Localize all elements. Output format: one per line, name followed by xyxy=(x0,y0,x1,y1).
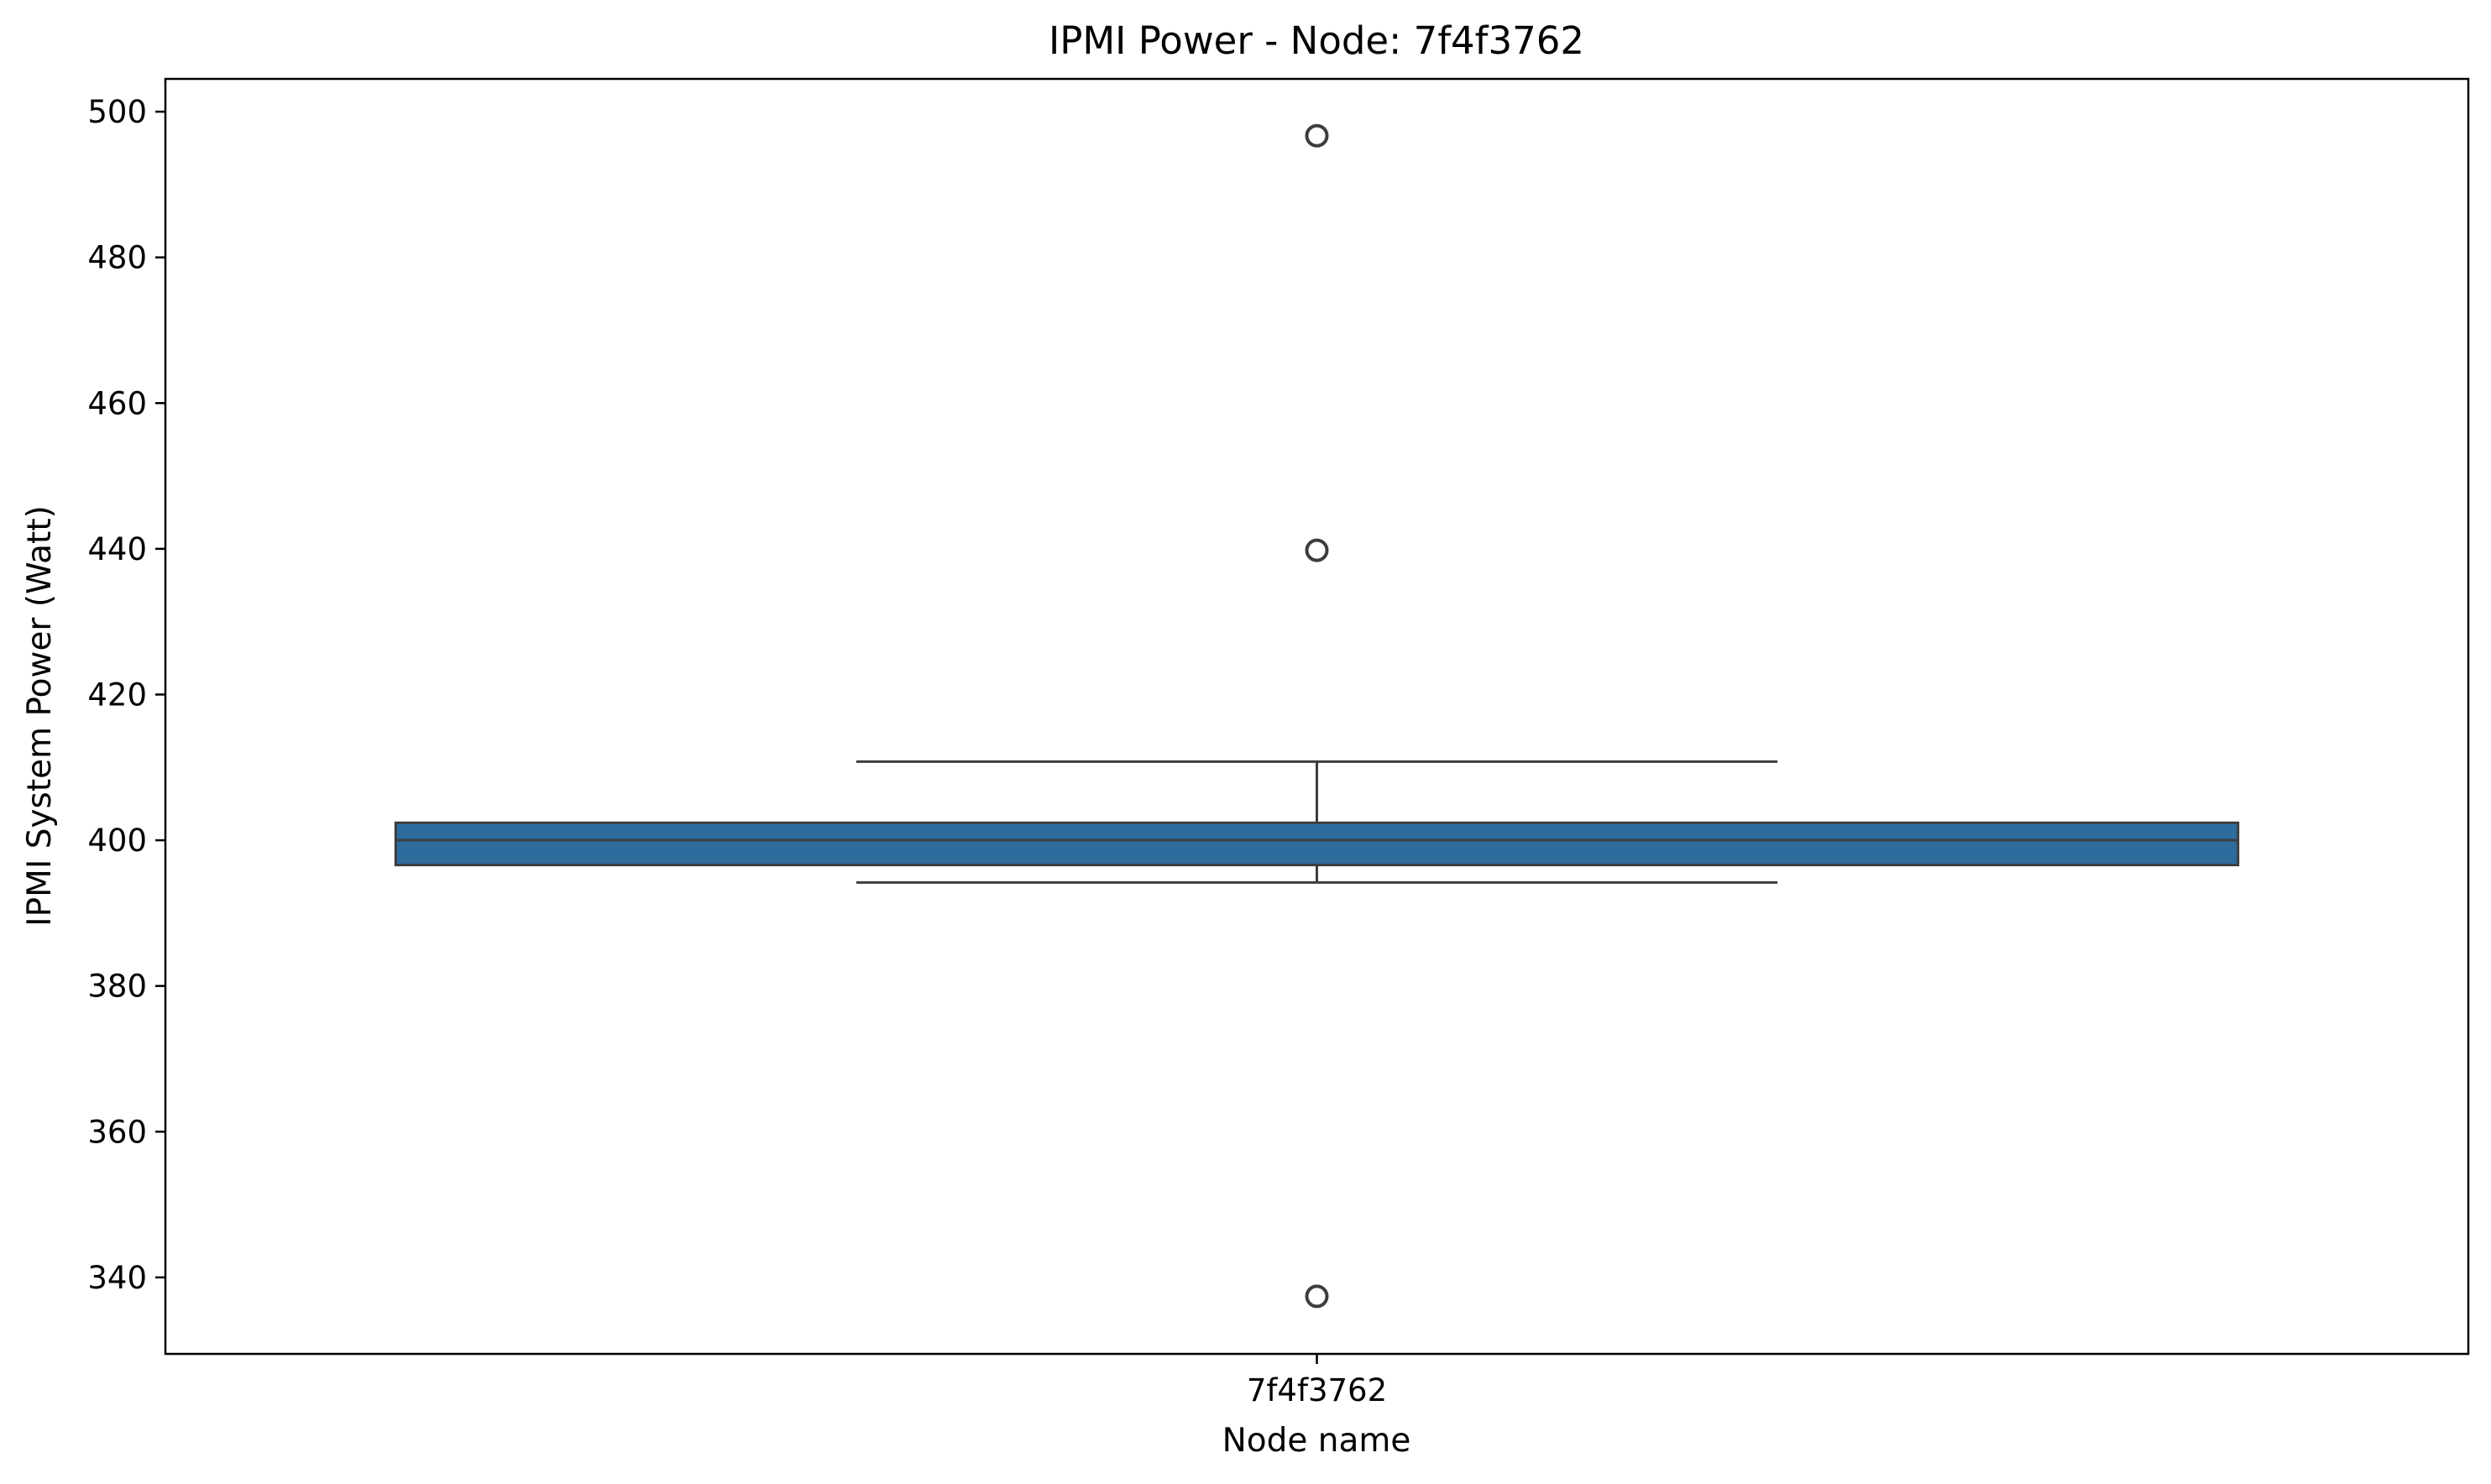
plot-area xyxy=(394,123,2240,1309)
x-tick-label: 7f4f3762 xyxy=(1247,1372,1387,1408)
y-tick-label: 340 xyxy=(87,1260,147,1296)
y-tick-label: 440 xyxy=(87,531,147,567)
axes-frame xyxy=(164,77,2470,1356)
outlier-point xyxy=(1305,123,1329,148)
y-axis: 340 360 380 400 420 440 460 480 500 xyxy=(87,94,165,1296)
iqr-box xyxy=(394,821,2240,867)
y-axis-label: IPMI System Power (Watt) xyxy=(21,505,59,927)
y-tick-label: 420 xyxy=(87,677,147,713)
chart-title: IPMI Power - Node: 7f4f3762 xyxy=(1049,18,1584,63)
y-tick-label: 400 xyxy=(87,823,147,859)
outlier-point xyxy=(1305,1284,1329,1309)
outlier-point xyxy=(1305,538,1329,562)
y-tick-label: 460 xyxy=(87,385,147,421)
y-tick-label: 480 xyxy=(87,240,147,276)
y-tick-label: 360 xyxy=(87,1114,147,1150)
y-tick-label: 500 xyxy=(87,94,147,130)
x-axis-label: Node name xyxy=(1222,1422,1411,1460)
y-tick-label: 380 xyxy=(87,969,147,1005)
x-axis: 7f4f3762 xyxy=(1247,1354,1387,1408)
